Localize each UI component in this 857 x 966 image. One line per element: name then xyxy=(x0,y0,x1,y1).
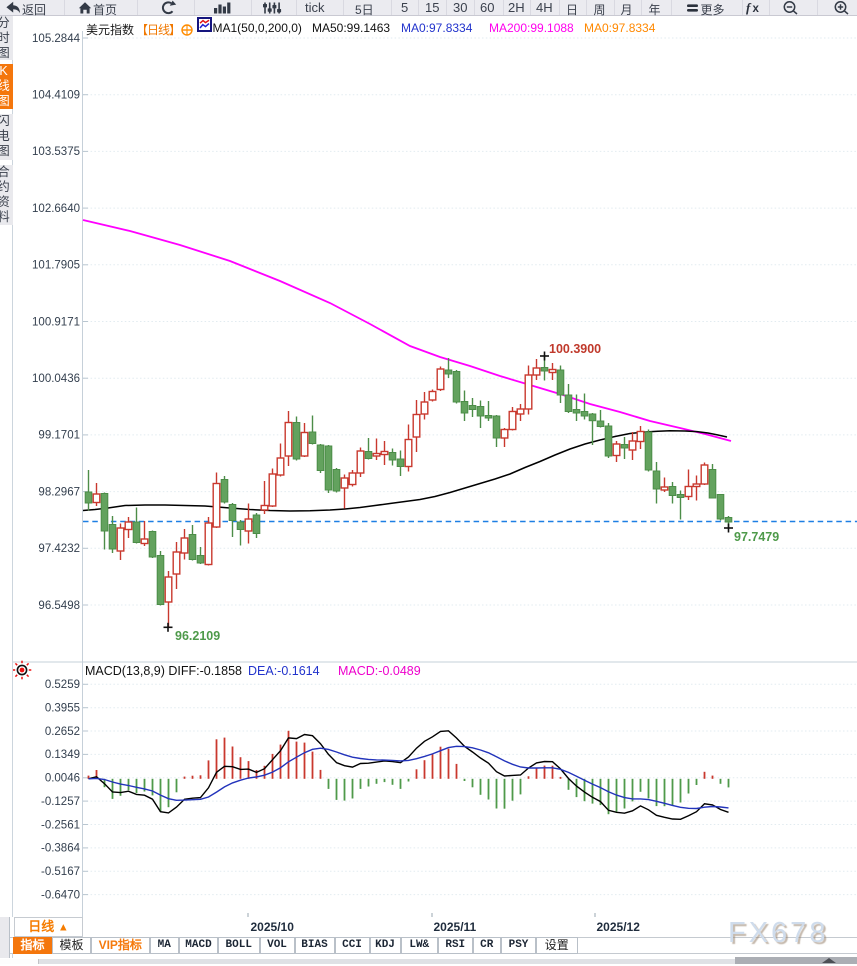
svg-text:-0.2561: -0.2561 xyxy=(41,819,80,831)
svg-text:MACD(13,8,9) DIFF:-0.1858: MACD(13,8,9) DIFF:-0.1858 xyxy=(85,664,242,678)
svg-text:0.2652: 0.2652 xyxy=(45,726,80,738)
svg-text:96.5498: 96.5498 xyxy=(38,600,80,612)
svg-text:104.4109: 104.4109 xyxy=(32,90,80,102)
svg-text:0.1349: 0.1349 xyxy=(45,749,80,761)
svg-text:0.0046: 0.0046 xyxy=(45,773,80,785)
svg-text:f: f xyxy=(746,0,752,15)
svg-text:-0.6470: -0.6470 xyxy=(41,889,80,901)
svg-text:102.6640: 102.6640 xyxy=(32,203,80,215)
svg-text:0.5259: 0.5259 xyxy=(45,679,80,691)
svg-text:-0.1257: -0.1257 xyxy=(41,796,80,808)
svg-text:-0.5167: -0.5167 xyxy=(41,866,80,878)
svg-text:99.1701: 99.1701 xyxy=(38,430,80,442)
svg-text:100.3900: 100.3900 xyxy=(549,342,601,356)
svg-text:97.4232: 97.4232 xyxy=(38,543,80,555)
svg-text:x: x xyxy=(753,3,760,15)
svg-text:DEA:-0.1614: DEA:-0.1614 xyxy=(248,664,320,678)
svg-text:96.2109: 96.2109 xyxy=(175,629,220,643)
svg-text:101.7905: 101.7905 xyxy=(32,260,80,272)
svg-text:0.3955: 0.3955 xyxy=(45,703,80,715)
svg-text:100.9171: 100.9171 xyxy=(32,316,80,328)
svg-text:103.5375: 103.5375 xyxy=(32,146,80,158)
svg-text:105.2844: 105.2844 xyxy=(32,33,81,45)
svg-text:98.2967: 98.2967 xyxy=(38,486,80,498)
svg-text:100.0436: 100.0436 xyxy=(32,373,80,385)
svg-text:97.7479: 97.7479 xyxy=(734,530,779,544)
svg-text:-0.3864: -0.3864 xyxy=(41,843,81,855)
svg-text:MACD:-0.0489: MACD:-0.0489 xyxy=(338,664,421,678)
